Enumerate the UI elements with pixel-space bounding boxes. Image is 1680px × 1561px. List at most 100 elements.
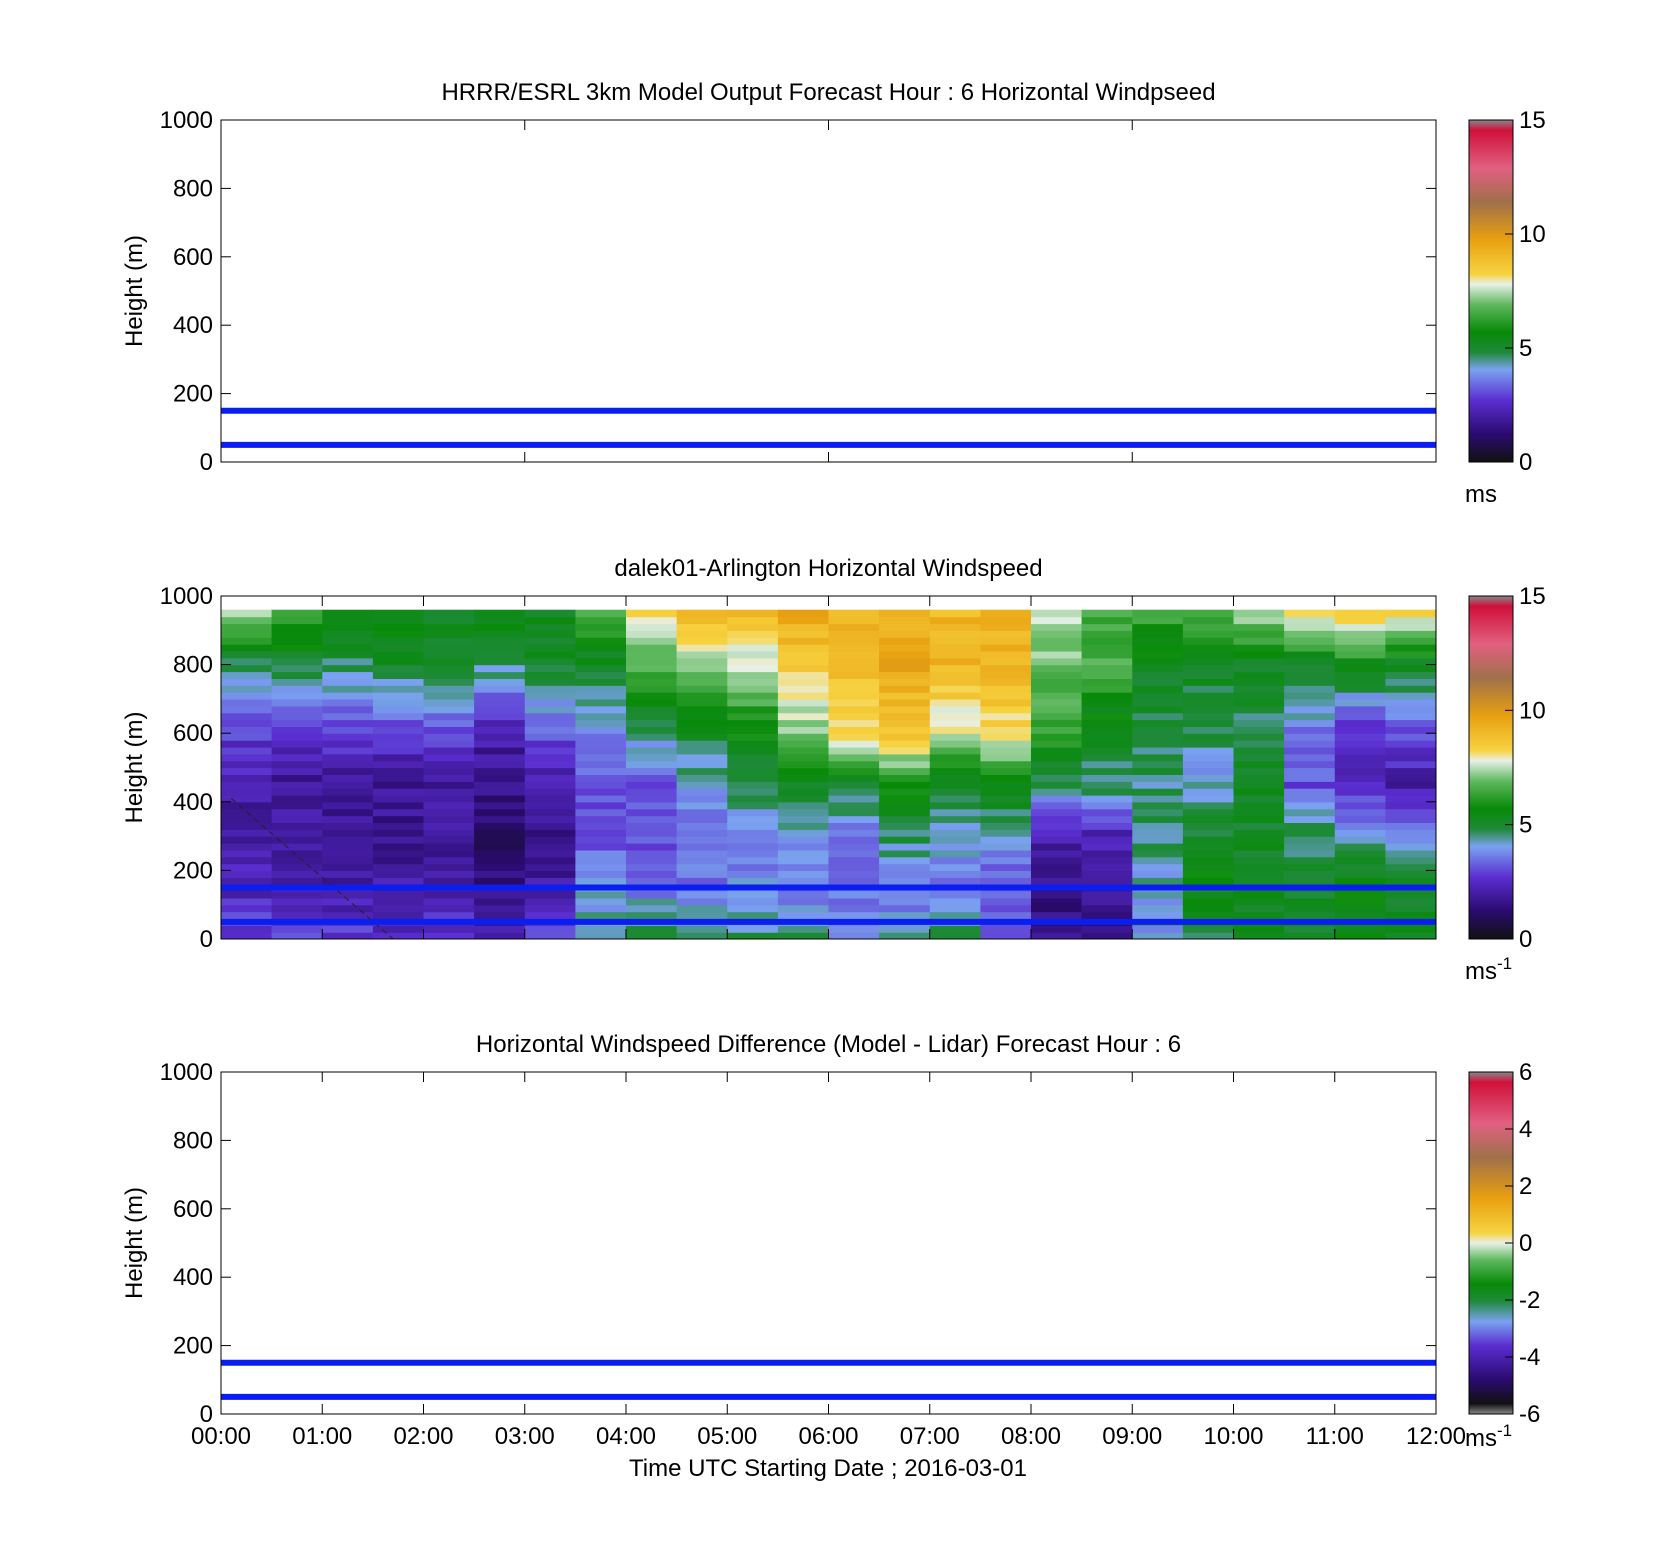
- heatmap-cell: [727, 740, 779, 748]
- heatmap-cell: [1385, 863, 1436, 871]
- heatmap-cell: [929, 609, 981, 618]
- heatmap-cell: [524, 650, 576, 659]
- y-tick-label: 800: [173, 1127, 213, 1154]
- heatmap-cell: [322, 781, 374, 789]
- heatmap-cell: [676, 856, 728, 865]
- heatmap-cell: [221, 925, 273, 933]
- heatmap-cell: [1132, 877, 1184, 885]
- heatmap-cell: [727, 712, 779, 721]
- heatmap-cell: [221, 856, 273, 865]
- heatmap-cell: [676, 678, 728, 686]
- heatmap-cell: [1132, 685, 1184, 693]
- heatmap-cell: [626, 650, 678, 659]
- heatmap-cell: [1233, 630, 1285, 638]
- heatmap-cell: [1031, 664, 1083, 673]
- heatmap-cell: [524, 705, 576, 714]
- colorbar-tick-label: 4: [1519, 1116, 1532, 1143]
- heatmap-cell: [626, 897, 678, 906]
- heatmap-cell: [929, 630, 981, 638]
- heatmap-cell: [1132, 849, 1184, 858]
- heatmap-cell: [879, 719, 931, 727]
- heatmap-cell: [929, 870, 981, 878]
- heatmap-cell: [575, 829, 627, 837]
- heatmap-cell: [1031, 891, 1083, 899]
- heatmap-cell: [372, 719, 425, 727]
- heatmap-cell: [524, 877, 576, 885]
- heatmap-cell: [524, 719, 576, 727]
- heatmap-cell: [1031, 836, 1083, 844]
- y-axis-label: Height (m): [121, 1187, 148, 1299]
- heatmap-cell: [1132, 788, 1184, 796]
- heatmap-cell: [676, 609, 728, 618]
- heatmap-cell: [1132, 774, 1184, 782]
- heatmap-cell: [777, 726, 830, 734]
- heatmap-cell: [980, 822, 1032, 830]
- heatmap-cell: [372, 740, 425, 748]
- heatmap-cell: [676, 877, 728, 885]
- heatmap-cell: [1031, 849, 1083, 858]
- heatmap-cell: [372, 760, 425, 769]
- heatmap-cell: [879, 685, 931, 693]
- heatmap-cell: [1182, 788, 1235, 796]
- heatmap-cell: [372, 836, 425, 844]
- heatmap-cell: [828, 829, 880, 837]
- heatmap-cell: [474, 705, 526, 714]
- heatmap-cell: [271, 836, 323, 844]
- heatmap-cell: [1031, 863, 1083, 871]
- heatmap-cell: [322, 630, 374, 638]
- heatmap-cell: [1334, 767, 1386, 775]
- heatmap-cell: [727, 849, 779, 858]
- heatmap-cell: [777, 616, 830, 625]
- heatmap-cell: [372, 877, 425, 885]
- heatmap-cell: [1233, 863, 1285, 871]
- heatmap-cell: [777, 897, 830, 906]
- heatmap-cell: [1182, 644, 1235, 652]
- x-tick-label: 12:00: [1406, 1423, 1466, 1450]
- heatmap-cell: [1385, 891, 1436, 899]
- heatmap-cell: [1233, 774, 1285, 782]
- heatmap-cell: [322, 801, 374, 810]
- heatmap-cell: [322, 616, 374, 625]
- heatmap-cell: [423, 644, 475, 652]
- heatmap-cell: [575, 767, 627, 775]
- heatmap-cell: [423, 719, 475, 727]
- heatmap-cell: [271, 877, 323, 885]
- heatmap-cell: [727, 794, 779, 803]
- heatmap-cell: [1182, 609, 1235, 618]
- heatmap-cell: [1182, 836, 1235, 844]
- heatmap-cell: [1233, 650, 1285, 659]
- heatmap-cell: [474, 623, 526, 631]
- heatmap-cell: [929, 836, 981, 844]
- heatmap-cell: [777, 774, 830, 782]
- heatmap-cell: [474, 740, 526, 748]
- heatmap-cell: [676, 932, 728, 939]
- heatmap-cell: [1081, 925, 1133, 933]
- colorbar-tick-label: 5: [1519, 335, 1532, 362]
- heatmap-cell: [271, 740, 323, 748]
- heatmap-cell: [1233, 760, 1285, 769]
- heatmap-cell: [929, 692, 981, 700]
- heatmap-cell: [524, 911, 576, 920]
- heatmap-cell: [271, 760, 323, 769]
- heatmap-cell: [879, 767, 931, 775]
- heatmap-cell: [575, 877, 627, 885]
- heatmap: [221, 609, 1436, 939]
- heatmap-cell: [1284, 637, 1336, 645]
- heatmap-cell: [929, 719, 981, 727]
- heatmap-cell: [777, 843, 830, 851]
- heatmap-cell: [423, 712, 475, 721]
- heatmap-cell: [322, 911, 374, 920]
- heatmap-cell: [474, 692, 526, 700]
- heatmap-cell: [626, 657, 678, 666]
- heatmap-cell: [879, 678, 931, 686]
- heatmap-cell: [271, 616, 323, 625]
- heatmap-cell: [575, 644, 627, 652]
- heatmap-cell: [524, 843, 576, 851]
- heatmap-cell: [777, 740, 830, 748]
- heatmap-cell: [1081, 911, 1133, 920]
- heatmap-cell: [676, 794, 728, 803]
- heatmap-cell: [322, 904, 374, 913]
- heatmap-cell: [676, 911, 728, 920]
- heatmap-cell: [322, 925, 374, 933]
- heatmap-cell: [221, 870, 273, 878]
